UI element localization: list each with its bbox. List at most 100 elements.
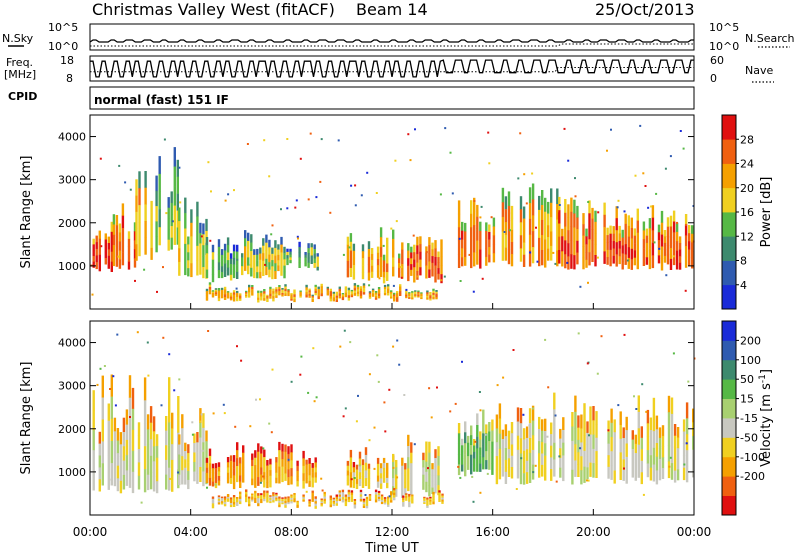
heatmap-point: [449, 410, 452, 413]
heatmap-cell: [229, 499, 233, 502]
heatmap-cell: [173, 225, 176, 245]
heatmap-cell: [205, 253, 209, 262]
heatmap-cell: [278, 496, 281, 499]
heatmap-cell: [426, 294, 429, 297]
colorbar-segment: [722, 284, 736, 310]
colorbar-tick-label: -15: [740, 412, 758, 425]
heatmap-cell: [311, 497, 314, 500]
heatmap-cell: [269, 496, 272, 499]
heatmap-cell: [242, 467, 245, 476]
heatmap-point: [641, 383, 644, 386]
heatmap-cell: [619, 411, 622, 426]
heatmap-cell: [592, 406, 595, 421]
heatmap-cell: [464, 454, 467, 466]
heatmap-cell: [416, 253, 419, 263]
heatmap-cell: [259, 247, 262, 254]
heatmap-cell: [429, 297, 432, 299]
heatmap-cell: [118, 259, 122, 269]
heatmap-cell: [577, 439, 580, 453]
heatmap-cell: [223, 297, 227, 300]
heatmap-cell: [98, 254, 101, 264]
heatmap-cell: [293, 296, 296, 300]
heatmap-cell: [573, 241, 576, 256]
heatmap-cell: [314, 462, 317, 468]
heatmap-cell: [663, 249, 667, 257]
heatmap-cell: [392, 462, 395, 471]
heatmap-cell: [281, 497, 284, 499]
heatmap-cell: [476, 413, 479, 426]
heatmap-cell: [528, 203, 532, 220]
heatmap-cell: [150, 224, 153, 237]
heatmap-cell: [606, 242, 609, 251]
heatmap-cell: [390, 495, 393, 499]
heatmap-cell: [226, 477, 230, 484]
heatmap-cell: [187, 462, 190, 472]
velocity-heatmap-cells: [92, 329, 696, 509]
heatmap-cell: [229, 274, 233, 281]
heatmap-cell: [507, 430, 511, 441]
heatmap-cell: [376, 271, 380, 278]
heatmap-point: [479, 491, 482, 494]
heatmap-cell: [168, 399, 171, 423]
heatmap-cell: [239, 501, 242, 505]
heatmap-cell: [217, 288, 221, 291]
heatmap-cell: [223, 286, 227, 290]
heatmap-cell: [408, 296, 411, 298]
heatmap-cell: [260, 290, 263, 293]
heatmap-cell: [441, 497, 444, 500]
heatmap-cell: [411, 294, 414, 297]
heatmap-cell: [349, 268, 353, 277]
heatmap-cell: [379, 483, 383, 489]
heatmap-cell: [244, 238, 247, 247]
heatmap-point: [207, 161, 210, 164]
heatmap-cell: [266, 495, 269, 498]
heatmap-cell: [423, 502, 426, 504]
heatmap-cell: [428, 261, 431, 270]
nsky-trace: [89, 39, 694, 43]
heatmap-cell: [440, 248, 443, 258]
heatmap-cell: [538, 429, 541, 442]
heatmap-cell: [178, 207, 181, 222]
heatmap-point: [300, 355, 303, 358]
heatmap-point: [596, 256, 599, 259]
heatmap-cell: [302, 500, 305, 502]
heatmap-point: [255, 398, 257, 401]
heatmap-point: [473, 200, 476, 202]
heatmap-point: [315, 396, 318, 399]
heatmap-cell: [150, 200, 153, 213]
heatmap-point: [134, 279, 136, 282]
heatmap-cell: [407, 265, 410, 274]
heatmap-cell: [386, 477, 389, 484]
heatmap-cell: [347, 497, 351, 500]
heatmap-cell: [349, 464, 353, 473]
heatmap-cell: [396, 293, 399, 296]
heatmap-cell: [95, 248, 98, 256]
heatmap-cell: [672, 243, 676, 255]
heatmap-point: [586, 362, 589, 365]
heatmap-cell: [266, 497, 269, 501]
heatmap-cell: [667, 428, 671, 446]
heatmap-cell: [128, 375, 132, 398]
heatmap-cell: [420, 292, 423, 294]
heatmap-cell: [196, 442, 199, 453]
heatmap-cell: [405, 292, 408, 294]
heatmap-cell: [275, 295, 278, 298]
heatmap-cell: [214, 473, 218, 479]
heatmap-cell: [173, 186, 176, 206]
heatmap-cell: [510, 467, 514, 479]
heatmap-cell: [504, 448, 508, 461]
colorbar-tick-label: 28: [740, 133, 754, 146]
heatmap-cell: [95, 235, 98, 243]
heatmap-cell: [236, 442, 239, 451]
heatmap-cell: [622, 448, 625, 460]
heatmap-cell: [577, 415, 580, 428]
heatmap-cell: [441, 495, 444, 498]
heatmap-cell: [401, 256, 404, 265]
heatmap-cell: [361, 265, 365, 273]
heatmap-cell: [411, 501, 414, 504]
heatmap-cell: [262, 268, 265, 276]
heatmap-cell: [610, 451, 613, 466]
heatmap-cell: [346, 244, 350, 254]
heatmap-cell: [362, 502, 366, 505]
heatmap-cell: [380, 500, 384, 503]
